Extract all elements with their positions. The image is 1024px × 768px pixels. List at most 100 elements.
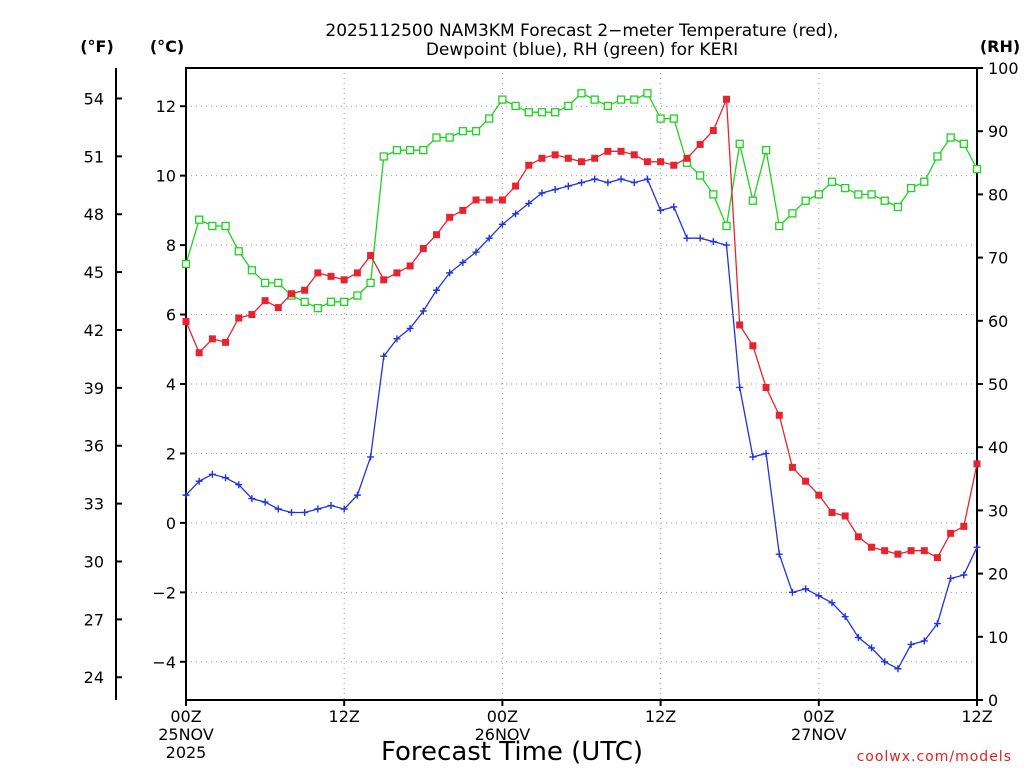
- rh-point: [445, 133, 454, 142]
- temperature-point: [630, 151, 638, 159]
- temperature-point: [235, 314, 243, 322]
- rh-point: [392, 146, 402, 155]
- series-layer: [181, 89, 982, 673]
- dewpoint-point: [670, 203, 678, 211]
- temperature-point: [301, 286, 309, 294]
- celsius-tick-label: 2: [166, 444, 176, 463]
- dewpoint-point: [222, 474, 230, 482]
- dewpoint-point: [538, 189, 546, 197]
- temperature-point: [960, 522, 968, 530]
- rh-tick-label: 70: [988, 249, 1008, 268]
- celsius-tick-label: 10: [156, 167, 176, 186]
- fahrenheit-tick-label: 33: [84, 495, 104, 514]
- dewpoint-point: [709, 238, 717, 246]
- rh-point: [208, 221, 217, 231]
- fahrenheit-unit-label: (°F): [80, 37, 114, 56]
- temperature-point: [670, 161, 678, 169]
- x-tick-label: 27NOV: [791, 725, 847, 744]
- dewpoint-point: [894, 665, 902, 673]
- dewpoint-point: [419, 307, 427, 315]
- temperature-point: [406, 262, 414, 270]
- rh-point: [643, 89, 652, 98]
- temperature-point: [749, 342, 757, 350]
- rh-point: [577, 89, 586, 98]
- dewpoint-point: [749, 453, 757, 461]
- rh-point: [432, 133, 441, 142]
- rh-point: [854, 190, 863, 199]
- x-tick-label: 26NOV: [475, 725, 531, 744]
- dewpoint-point: [683, 234, 691, 242]
- rh-point: [195, 215, 204, 224]
- fahrenheit-tick-label: 45: [84, 263, 104, 282]
- dewpoint-series: [182, 175, 981, 673]
- rh-series: [181, 89, 982, 313]
- dewpoint-point: [696, 234, 704, 242]
- rh-point: [841, 183, 850, 193]
- x-tick-label: 00Z: [803, 707, 834, 726]
- celsius-tick-label: 12: [156, 97, 176, 116]
- rh-point: [537, 108, 547, 117]
- temperature-point: [287, 290, 295, 298]
- temperature-point: [367, 252, 375, 260]
- dewpoint-point: [762, 449, 770, 457]
- fahrenheit-tick-label: 39: [84, 379, 104, 398]
- fahrenheit-tick-label: 54: [84, 89, 104, 108]
- dewpoint-point: [828, 599, 836, 607]
- rh-point: [485, 114, 494, 123]
- dewpoint-line: [185, 178, 978, 670]
- dewpoint-point: [432, 286, 440, 294]
- temperature-point: [643, 158, 651, 166]
- celsius-tick-label: −4: [152, 653, 176, 672]
- temperature-point: [933, 554, 941, 562]
- temperature-point: [696, 140, 704, 148]
- dewpoint-point: [406, 324, 414, 332]
- dewpoint-point: [973, 543, 981, 551]
- dewpoint-point: [446, 269, 454, 277]
- dewpoint-point: [208, 470, 216, 478]
- dewpoint-point: [182, 491, 190, 499]
- rh-point: [353, 291, 362, 300]
- rh-point: [709, 190, 718, 199]
- temperature-point: [419, 245, 427, 253]
- dewpoint-point: [393, 335, 401, 343]
- rh-tick-label: 40: [988, 438, 1008, 457]
- celsius-tick-label: 6: [166, 306, 176, 325]
- temperature-point: [446, 213, 454, 221]
- temperature-line: [185, 99, 978, 559]
- rh-point: [471, 127, 481, 136]
- fahrenheit-tick-label: 30: [84, 552, 104, 571]
- rh-point: [748, 196, 758, 205]
- temperature-point: [947, 529, 955, 537]
- rh-tick-label: 0: [988, 691, 998, 710]
- fahrenheit-tick-label: 27: [84, 610, 104, 629]
- dewpoint-point: [841, 613, 849, 621]
- temperature-point: [591, 154, 599, 162]
- dewpoint-point: [472, 248, 480, 256]
- rh-point: [405, 146, 415, 155]
- temperature-point: [894, 550, 902, 558]
- rh-point: [366, 278, 375, 288]
- dewpoint-point: [564, 182, 572, 190]
- dewpoint-point: [591, 175, 599, 183]
- dewpoint-point: [340, 505, 348, 513]
- temperature-point: [498, 196, 506, 204]
- rh-point: [550, 108, 560, 117]
- temperature-point: [617, 147, 625, 155]
- temperature-point: [604, 147, 612, 155]
- credit-text: coolwx.com/models: [857, 749, 1012, 765]
- dewpoint-point: [287, 508, 295, 516]
- x-tick-label: 12Z: [961, 707, 992, 726]
- temperature-point: [854, 533, 862, 541]
- dewpoint-point: [815, 592, 823, 600]
- dewpoint-point: [933, 620, 941, 628]
- temperature-point: [353, 269, 361, 277]
- rh-point: [893, 202, 903, 212]
- temperature-point: [657, 158, 665, 166]
- rh-point: [696, 171, 705, 180]
- rh-point: [313, 304, 322, 313]
- dewpoint-point: [551, 186, 559, 194]
- x-axis-label: Forecast Time (UTC): [381, 737, 643, 767]
- dewpoint-point: [630, 179, 638, 187]
- dewpoint-point: [512, 210, 520, 218]
